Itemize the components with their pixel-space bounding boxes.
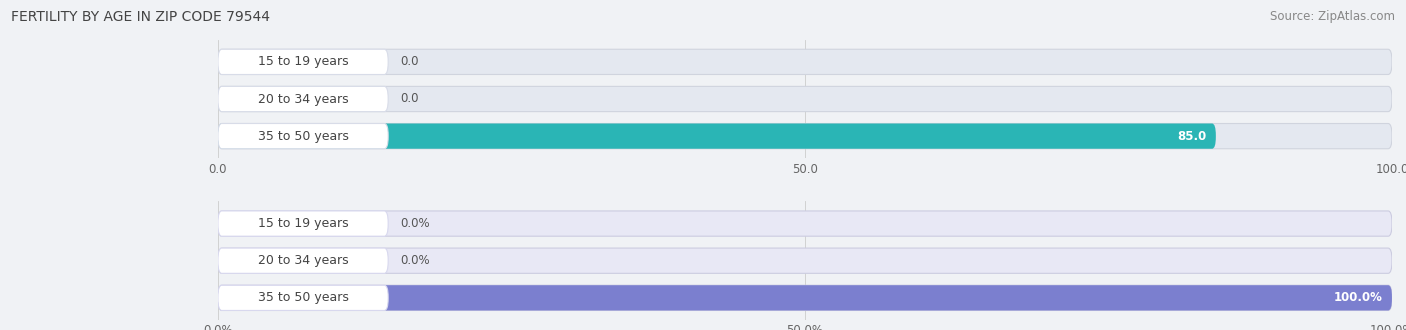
- FancyBboxPatch shape: [218, 211, 388, 236]
- FancyBboxPatch shape: [218, 211, 1392, 236]
- FancyBboxPatch shape: [218, 285, 1392, 311]
- Text: FERTILITY BY AGE IN ZIP CODE 79544: FERTILITY BY AGE IN ZIP CODE 79544: [11, 10, 270, 24]
- Text: 35 to 50 years: 35 to 50 years: [257, 130, 349, 143]
- FancyBboxPatch shape: [218, 123, 1392, 149]
- Text: 0.0: 0.0: [399, 92, 419, 106]
- Text: 15 to 19 years: 15 to 19 years: [257, 217, 349, 230]
- Text: 35 to 50 years: 35 to 50 years: [257, 291, 349, 304]
- FancyBboxPatch shape: [218, 285, 1392, 311]
- Text: 0.0%: 0.0%: [399, 217, 429, 230]
- FancyBboxPatch shape: [218, 49, 1392, 75]
- FancyBboxPatch shape: [218, 123, 1216, 149]
- Text: 0.0%: 0.0%: [399, 254, 429, 267]
- FancyBboxPatch shape: [218, 123, 388, 149]
- FancyBboxPatch shape: [218, 49, 388, 75]
- Text: 0.0: 0.0: [399, 55, 419, 68]
- FancyBboxPatch shape: [218, 248, 388, 273]
- FancyBboxPatch shape: [218, 86, 1392, 112]
- FancyBboxPatch shape: [218, 86, 388, 112]
- FancyBboxPatch shape: [218, 285, 388, 311]
- Text: 100.0%: 100.0%: [1334, 291, 1382, 304]
- Text: 20 to 34 years: 20 to 34 years: [257, 254, 349, 267]
- Text: 85.0: 85.0: [1177, 130, 1206, 143]
- Text: Source: ZipAtlas.com: Source: ZipAtlas.com: [1270, 10, 1395, 23]
- FancyBboxPatch shape: [218, 248, 1392, 273]
- Text: 20 to 34 years: 20 to 34 years: [257, 92, 349, 106]
- Text: 15 to 19 years: 15 to 19 years: [257, 55, 349, 68]
